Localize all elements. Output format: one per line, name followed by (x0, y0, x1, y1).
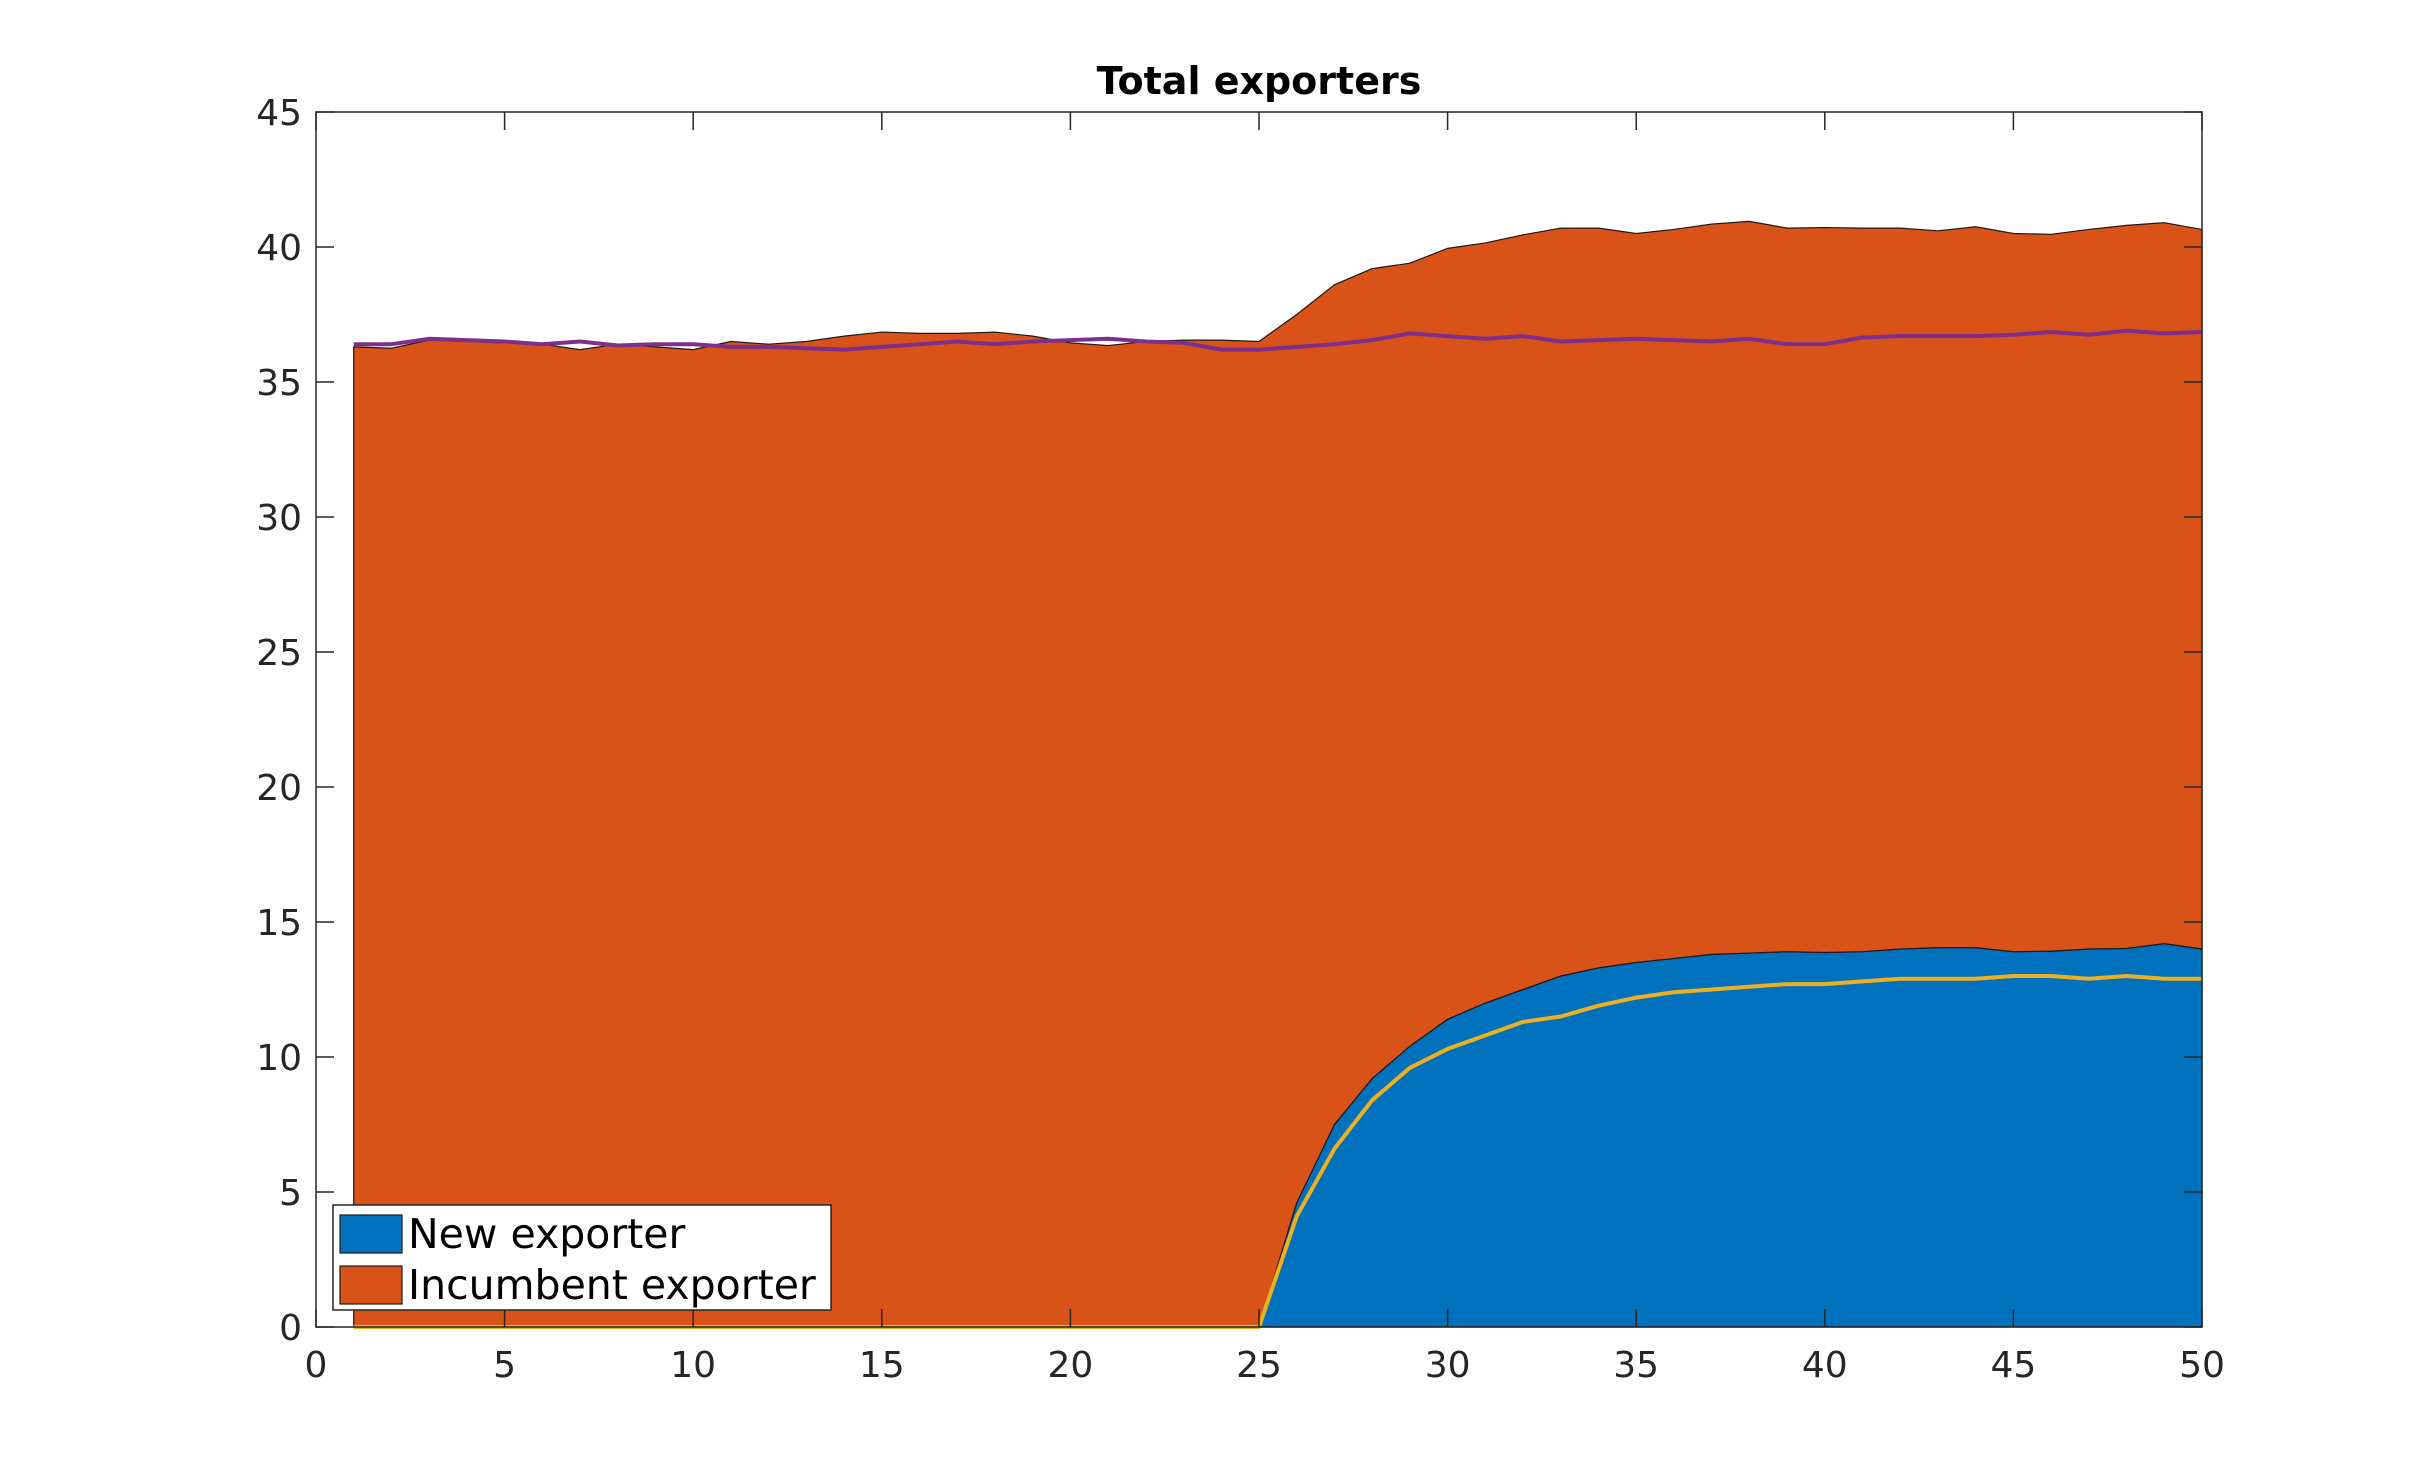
x-tick-label: 0 (305, 1345, 328, 1386)
x-tick-label: 40 (1802, 1345, 1848, 1386)
x-tick-label: 20 (1047, 1345, 1093, 1386)
y-tick-label: 40 (256, 228, 302, 269)
y-tick-label: 5 (279, 1173, 302, 1214)
y-tick-label: 20 (256, 768, 302, 809)
x-tick-label: 45 (1990, 1345, 2036, 1386)
x-tick-label: 10 (670, 1345, 716, 1386)
y-tick-label: 25 (256, 633, 302, 674)
legend-swatch (339, 1265, 403, 1305)
legend-label: Incumbent exporter (408, 1261, 816, 1309)
x-tick-label: 25 (1236, 1345, 1282, 1386)
y-tick-label: 10 (256, 1038, 302, 1079)
x-tick-label: 5 (493, 1345, 516, 1386)
legend-box (332, 1204, 832, 1311)
y-tick-label: 30 (256, 498, 302, 539)
x-tick-label: 35 (1613, 1345, 1659, 1386)
legend-label: New exporter (408, 1210, 685, 1258)
y-tick-label: 45 (256, 93, 302, 134)
series-layer (353, 220, 2203, 1328)
overlay-line-0 (353, 328, 2203, 352)
y-axis: 0 5 10 15 20 25 30 35 40 45 (256, 93, 2202, 1349)
x-tick-label: 30 (1425, 1345, 1471, 1386)
legend-swatch (339, 1214, 403, 1254)
x-tick-label: 15 (859, 1345, 905, 1386)
y-tick-label: 0 (279, 1308, 302, 1349)
x-tick-label: 50 (2179, 1345, 2225, 1386)
chart-title: Total exporters (1097, 59, 1422, 103)
y-tick-label: 35 (256, 363, 302, 404)
y-tick-label: 15 (256, 903, 302, 944)
x-axis: 0 5 10 15 20 25 30 35 40 45 50 (305, 112, 2225, 1386)
